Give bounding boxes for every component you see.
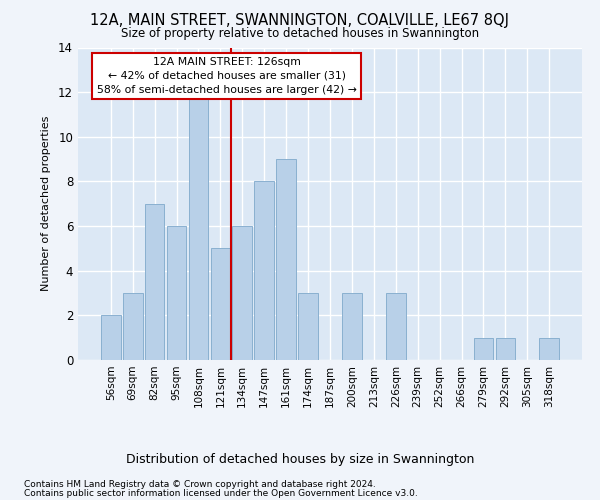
Bar (276, 159, 296, 360)
Bar (188, 92, 208, 360)
Bar (101, 316, 121, 360)
Bar (232, 226, 252, 360)
Text: Distribution of detached houses by size in Swannington: Distribution of detached houses by size … (126, 452, 474, 466)
Y-axis label: Number of detached properties: Number of detached properties (41, 116, 51, 292)
Text: 12A, MAIN STREET, SWANNINGTON, COALVILLE, LE67 8QJ: 12A, MAIN STREET, SWANNINGTON, COALVILLE… (91, 12, 509, 28)
Bar (254, 182, 274, 360)
Text: Size of property relative to detached houses in Swannington: Size of property relative to detached ho… (121, 28, 479, 40)
Text: Contains HM Land Registry data © Crown copyright and database right 2024.: Contains HM Land Registry data © Crown c… (24, 480, 376, 489)
Bar (211, 248, 230, 360)
Bar (539, 338, 559, 360)
Text: Contains public sector information licensed under the Open Government Licence v3: Contains public sector information licen… (24, 489, 418, 498)
Bar (342, 293, 362, 360)
Bar (386, 293, 406, 360)
Bar (298, 293, 318, 360)
Bar (496, 338, 515, 360)
Bar (145, 204, 164, 360)
Bar (473, 338, 493, 360)
Bar (123, 293, 143, 360)
Text: 12A MAIN STREET: 126sqm
← 42% of detached houses are smaller (31)
58% of semi-de: 12A MAIN STREET: 126sqm ← 42% of detache… (97, 57, 356, 95)
Bar (167, 226, 187, 360)
